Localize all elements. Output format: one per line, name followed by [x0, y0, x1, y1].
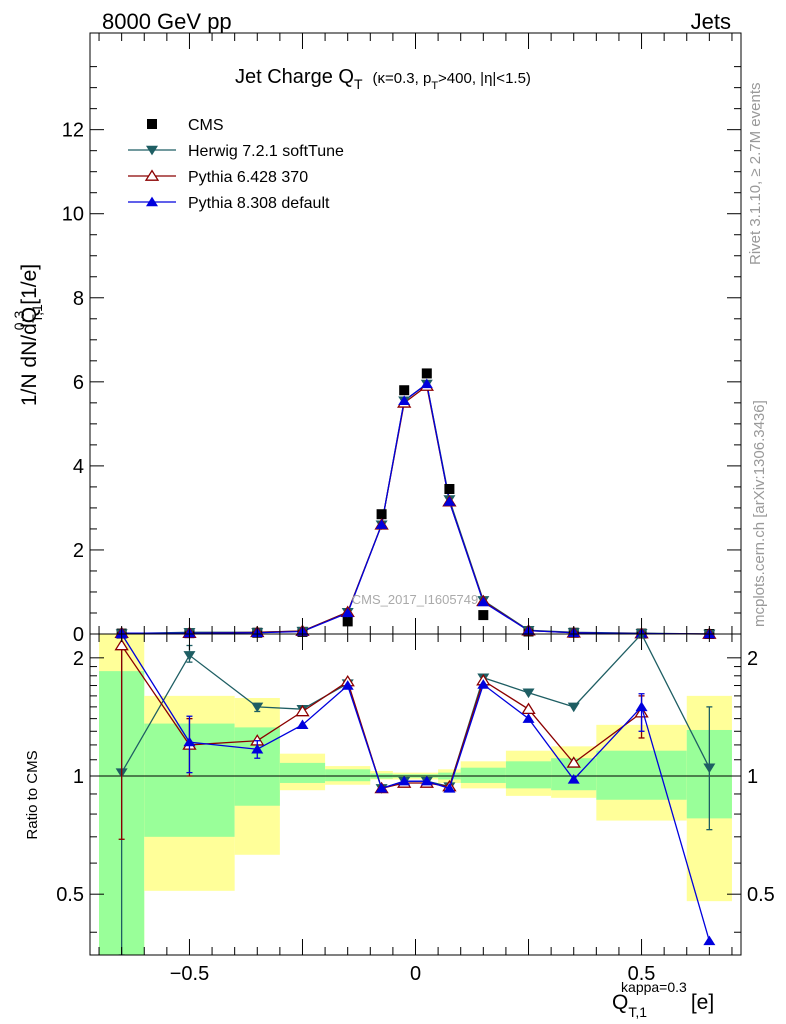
- band-inner-bin: [505, 761, 552, 789]
- ratio-y-tick-label-right: 0.5: [747, 884, 775, 906]
- main-series-line: [121, 382, 710, 635]
- ratio-clipped-group: [114, 634, 716, 955]
- ratio-data-point: [183, 651, 196, 661]
- ratio-data-point: [341, 680, 354, 690]
- band-inner-bin: [460, 767, 506, 783]
- svg-text:1/N dN/dQT,10.3[1/e]: 1/N dN/dQT,10.3[1/e]: [11, 264, 45, 406]
- main-y-tick-label: 12: [62, 120, 84, 142]
- ratio-data-point: [635, 701, 648, 712]
- ratio-data-point: [567, 702, 580, 713]
- ratio-y-tick-label-right: 1: [747, 766, 758, 788]
- ratio-y-tick-label-left: 0.5: [56, 884, 84, 906]
- main-y-tick-label: 4: [73, 456, 84, 478]
- header-right: Jets: [691, 9, 731, 34]
- ratio-y-tick-label-right: 2: [747, 648, 758, 670]
- main-data-point: [376, 509, 387, 520]
- ratio-data-point: [566, 756, 581, 768]
- ratio-data-point: [567, 774, 580, 784]
- ratio-data-point: [521, 702, 536, 715]
- legend-label: CMS: [188, 117, 224, 134]
- ratio-y-tick-label-left: 1: [73, 766, 84, 788]
- band-inner-bin: [596, 750, 687, 800]
- main-y-tick-label: 0: [73, 624, 84, 646]
- band-inner-bin: [279, 762, 326, 783]
- rivet-version-label: Rivet 3.1.10, ≥ 2.7M events: [747, 83, 764, 266]
- main-data-point: [420, 378, 433, 389]
- main-y-tick-label: 6: [73, 372, 84, 394]
- main-y-tick-label: 8: [73, 288, 84, 310]
- main-data-point: [341, 607, 354, 618]
- main-data-point: [399, 385, 410, 396]
- main-y-tick-label: 2: [73, 540, 84, 562]
- main-data-point: [443, 496, 456, 506]
- ratio-data-point: [114, 638, 129, 651]
- ratio-data-point: [703, 935, 716, 946]
- ratio-data-point: [251, 743, 264, 754]
- main-data-point: [477, 596, 490, 607]
- main-data-point: [375, 519, 388, 529]
- band-inner-bin: [325, 769, 371, 782]
- legend-marker: [146, 196, 158, 207]
- legend-label: Pythia 6.428 370: [188, 169, 308, 186]
- ratio-y-tick-label-left: 2: [73, 648, 84, 670]
- mcplots-reference-label: mcplots.cern.ch [arXiv:1306.3436]: [751, 400, 768, 627]
- main-data-point: [444, 484, 455, 495]
- y-axis-label-main: 1/N dN/dQT,10.3[1/e]: [11, 264, 45, 406]
- ratio-data-point: [251, 702, 264, 713]
- x-axis-label: QT,1kappa=0.3[e]: [612, 979, 714, 1020]
- legend-marker: [146, 145, 158, 156]
- main-y-tick-label: 10: [62, 204, 84, 226]
- x-tick-label: −0.5: [170, 963, 209, 985]
- ratio-data-point: [183, 736, 196, 747]
- legend-marker: [147, 119, 157, 129]
- ratio-data-point: [398, 775, 411, 786]
- legend-marker: [144, 169, 160, 181]
- legend-label: Pythia 8.308 default: [188, 195, 330, 212]
- ratio-uncertainty-bands: [90, 634, 741, 955]
- analysis-watermark: CMS_2017_I1605749: [352, 592, 479, 607]
- ratio-series-line: [121, 634, 710, 942]
- x-tick-label: 0.5: [628, 963, 656, 985]
- ratio-data-point: [443, 782, 456, 793]
- ratio-panel-series: [114, 634, 716, 955]
- legend-label: Herwig 7.2.1 softTune: [188, 143, 344, 160]
- ratio-data-point: [295, 704, 310, 717]
- ratio-data-point: [296, 719, 309, 730]
- ratio-data-point: [420, 775, 433, 786]
- ratio-data-point: [522, 713, 535, 723]
- ratio-data-point: [477, 679, 490, 689]
- ratio-data-point: [703, 763, 716, 774]
- main-data-point: [342, 616, 353, 627]
- main-data-point: [398, 395, 411, 405]
- x-tick-label: 0: [410, 963, 421, 985]
- header-left: 8000 GeV pp: [102, 9, 232, 34]
- legend: CMS Herwig 7.2.1 softTune Pythia 6.428 370…: [128, 117, 344, 212]
- ratio-data-point: [375, 782, 388, 793]
- ratio-data-point: [522, 688, 535, 699]
- main-data-point: [421, 368, 432, 379]
- main-data-point: [478, 610, 489, 621]
- chart-title: Jet Charge QT (κ=0.3, pT>400, |η|<1.5): [235, 66, 531, 92]
- y-axis-label-ratio: Ratio to CMS: [24, 750, 41, 839]
